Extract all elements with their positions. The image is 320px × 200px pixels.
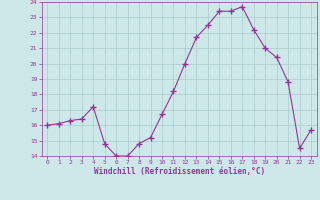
- X-axis label: Windchill (Refroidissement éolien,°C): Windchill (Refroidissement éolien,°C): [94, 167, 265, 176]
